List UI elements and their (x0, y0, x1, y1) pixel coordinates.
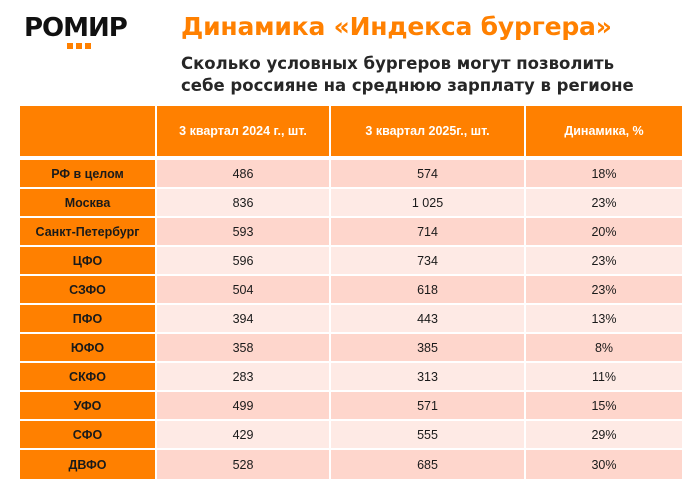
table-row: СФО 429 555 29% (20, 421, 682, 450)
q3-2025-cell: 685 (331, 450, 526, 479)
q3-2025-cell: 571 (331, 392, 526, 421)
q3-2024-cell: 358 (157, 334, 331, 363)
table-row: СКФО 283 313 11% (20, 363, 682, 392)
q3-2024-cell: 283 (157, 363, 331, 392)
table-row: ДВФО 528 685 30% (20, 450, 682, 479)
change-cell: 15% (526, 392, 682, 421)
q3-2024-cell: 596 (157, 247, 331, 276)
region-cell: СКФО (20, 363, 157, 392)
region-cell: ЮФО (20, 334, 157, 363)
q3-2024-cell: 429 (157, 421, 331, 450)
logo-dot (76, 43, 82, 49)
header-change: Динамика, % (526, 106, 682, 160)
logo-dot (85, 43, 91, 49)
header-region (20, 106, 157, 160)
q3-2025-cell: 734 (331, 247, 526, 276)
region-cell: ПФО (20, 305, 157, 334)
q3-2024-cell: 593 (157, 218, 331, 247)
q3-2025-cell: 574 (331, 160, 526, 189)
region-cell: Санкт-Петербург (20, 218, 157, 247)
subtitle-line-1: Сколько условных бургеров могут позволит… (181, 54, 615, 73)
subtitle-line-2: себе россияне на среднюю зарплату в реги… (181, 76, 634, 95)
region-cell: ЦФО (20, 247, 157, 276)
table-row: УФО 499 571 15% (20, 392, 682, 421)
change-cell: 23% (526, 247, 682, 276)
q3-2025-cell: 618 (331, 276, 526, 305)
change-cell: 23% (526, 189, 682, 218)
logo-text: РОМИР (24, 13, 128, 43)
q3-2025-cell: 714 (331, 218, 526, 247)
region-cell: УФО (20, 392, 157, 421)
change-cell: 30% (526, 450, 682, 479)
change-cell: 11% (526, 363, 682, 392)
region-cell: РФ в целом (20, 160, 157, 189)
region-cell: ДВФО (20, 450, 157, 479)
table-row: Санкт-Петербург 593 714 20% (20, 218, 682, 247)
region-cell: СФО (20, 421, 157, 450)
q3-2025-cell: 385 (331, 334, 526, 363)
q3-2024-cell: 394 (157, 305, 331, 334)
change-cell: 13% (526, 305, 682, 334)
region-cell: СЗФО (20, 276, 157, 305)
table-row: РФ в целом 486 574 18% (20, 160, 682, 189)
page-title: Динамика «Индекса бургера» (181, 12, 612, 41)
q3-2025-cell: 555 (331, 421, 526, 450)
q3-2025-cell: 313 (331, 363, 526, 392)
change-cell: 29% (526, 421, 682, 450)
romir-logo: РОМИР (24, 14, 138, 54)
logo-dot (67, 43, 73, 49)
header-q3-2024: 3 квартал 2024 г., шт. (157, 106, 331, 160)
q3-2025-cell: 1 025 (331, 189, 526, 218)
change-cell: 18% (526, 160, 682, 189)
q3-2024-cell: 499 (157, 392, 331, 421)
change-cell: 23% (526, 276, 682, 305)
table-header-row: 3 квартал 2024 г., шт. 3 квартал 2025г.,… (20, 106, 682, 160)
q3-2024-cell: 528 (157, 450, 331, 479)
q3-2025-cell: 443 (331, 305, 526, 334)
q3-2024-cell: 836 (157, 189, 331, 218)
region-cell: Москва (20, 189, 157, 218)
table-row: ПФО 394 443 13% (20, 305, 682, 334)
logo-dots-icon (67, 43, 91, 49)
table-row: ЮФО 358 385 8% (20, 334, 682, 363)
burger-index-table: 3 квартал 2024 г., шт. 3 квартал 2025г.,… (20, 106, 682, 479)
table-row: ЦФО 596 734 23% (20, 247, 682, 276)
page-subtitle: Сколько условных бургеров могут позволит… (181, 53, 634, 97)
table-row: СЗФО 504 618 23% (20, 276, 682, 305)
change-cell: 20% (526, 218, 682, 247)
q3-2024-cell: 486 (157, 160, 331, 189)
change-cell: 8% (526, 334, 682, 363)
table-row: Москва 836 1 025 23% (20, 189, 682, 218)
header-q3-2025: 3 квартал 2025г., шт. (331, 106, 526, 160)
q3-2024-cell: 504 (157, 276, 331, 305)
